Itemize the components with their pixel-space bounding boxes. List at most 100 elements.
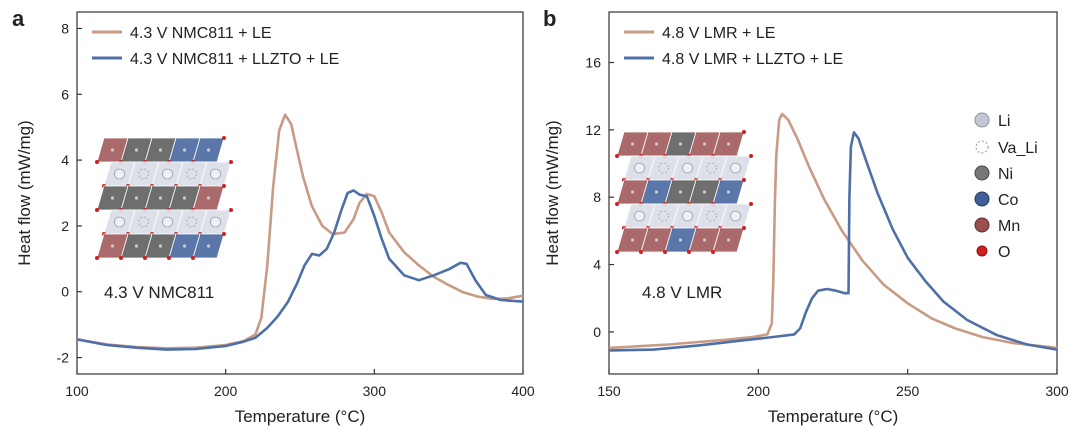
panel-a-xtick-label-0: 100 xyxy=(65,383,89,399)
tm-site xyxy=(726,142,731,146)
co-atom-icon xyxy=(974,191,990,207)
tm-site xyxy=(182,196,187,200)
panel-b-ylabel: Heat flow (mW/mg) xyxy=(543,120,562,265)
ni-atom-icon xyxy=(974,165,990,181)
tm-site xyxy=(678,142,683,146)
o-site xyxy=(742,226,746,230)
panel-a-ytick-label-1: 0 xyxy=(61,284,69,300)
li-site xyxy=(730,210,741,222)
panel-a-ylabel: Heat flow (mW/mg) xyxy=(15,120,34,265)
o-site xyxy=(639,250,643,254)
o-site xyxy=(222,136,226,140)
li-site xyxy=(682,210,693,222)
tm-site xyxy=(726,190,731,194)
li-site xyxy=(658,210,669,222)
panel-b-annotation: 4.8 V LMR xyxy=(642,283,722,302)
panel-a-xlabel: Temperature (°C) xyxy=(235,407,366,426)
legend-b-label-1: 4.8 V LMR + LE xyxy=(662,25,775,42)
tm-site xyxy=(702,190,707,194)
panel-b-frame xyxy=(608,11,1058,375)
tm-site xyxy=(134,244,139,248)
tm-site xyxy=(630,142,635,146)
o-site xyxy=(95,208,99,212)
li-site xyxy=(186,168,197,180)
li-site xyxy=(138,216,149,228)
o-atom-icon xyxy=(976,245,988,257)
panel-b-ytick-label-1: 4 xyxy=(593,257,601,273)
panel-label-a: a xyxy=(12,6,25,31)
li-site xyxy=(162,216,173,228)
o-site xyxy=(615,154,619,158)
o-site xyxy=(663,250,667,254)
tm-site xyxy=(654,142,659,146)
tm-site xyxy=(134,196,139,200)
o-site xyxy=(222,232,226,236)
li-site xyxy=(634,162,645,174)
panel-label-b: b xyxy=(543,6,556,31)
li-site xyxy=(114,168,125,180)
li-atom-icon xyxy=(974,112,990,128)
li-site xyxy=(730,162,741,174)
panel-b-xtick-label-0: 150 xyxy=(597,383,621,399)
o-site xyxy=(615,250,619,254)
panel-b-xtick-label-3: 300 xyxy=(1045,383,1069,399)
tm-site xyxy=(158,196,163,200)
li-site xyxy=(706,210,717,222)
li-site xyxy=(114,216,125,228)
o-site xyxy=(749,154,753,158)
tm-site xyxy=(206,196,211,200)
li-site xyxy=(162,168,173,180)
li-site xyxy=(658,162,669,174)
atom-legend-o: O xyxy=(998,244,1010,261)
atom-legend-ni: Ni xyxy=(998,166,1013,183)
tm-site xyxy=(206,148,211,152)
li-site xyxy=(634,210,645,222)
panel-a-ytick-label-2: 2 xyxy=(61,218,69,234)
tm-site xyxy=(110,244,115,248)
o-site xyxy=(615,202,619,206)
panel-b-ytick-label-0: 0 xyxy=(593,324,601,340)
panel-a-series-2-line xyxy=(76,189,524,351)
tm-site xyxy=(158,244,163,248)
o-site xyxy=(742,178,746,182)
crystal-structure-a xyxy=(95,136,233,260)
tm-site xyxy=(726,238,731,242)
crystal-structure-b xyxy=(615,130,753,254)
tm-site xyxy=(702,238,707,242)
tm-site xyxy=(182,148,187,152)
o-site xyxy=(167,256,171,260)
o-site xyxy=(191,256,195,260)
tm-site xyxy=(678,238,683,242)
panel-b-chart: 150 200 250 300 0 4 8 12 16 Temperature (°C) Hea… xyxy=(543,11,1069,426)
atom-legend-li: Li xyxy=(998,113,1010,130)
legend-a-label-1: 4.3 V NMC811 + LE xyxy=(130,25,272,42)
panel-a-xtick-label-2: 300 xyxy=(363,383,387,399)
li-site xyxy=(210,216,221,228)
o-site xyxy=(143,256,147,260)
o-site xyxy=(229,160,233,164)
o-site xyxy=(229,208,233,212)
tm-site xyxy=(182,244,187,248)
li-site xyxy=(138,168,149,180)
legend-b-label-2: 4.8 V LMR + LLZTO + LE xyxy=(662,51,843,68)
tm-site xyxy=(134,148,139,152)
panel-a-xtick-label-1: 200 xyxy=(214,383,238,399)
tm-site xyxy=(110,196,115,200)
atom-legend-co: Co xyxy=(998,192,1019,209)
o-site xyxy=(742,130,746,134)
panel-b-xtick-label-1: 200 xyxy=(747,383,771,399)
panel-a-ytick-label-3: 4 xyxy=(61,152,69,168)
o-site xyxy=(222,184,226,188)
tm-site xyxy=(630,238,635,242)
tm-site xyxy=(630,190,635,194)
legend-a-label-2: 4.3 V NMC811 + LLZTO + LE xyxy=(130,51,339,68)
tm-site xyxy=(654,190,659,194)
vacancy-icon xyxy=(975,140,989,154)
tm-site xyxy=(158,148,163,152)
panel-b-ytick-label-3: 12 xyxy=(585,122,601,138)
atom-legend: Li Va_Li Ni Co Mn O xyxy=(974,112,1038,261)
li-site xyxy=(706,162,717,174)
tm-site xyxy=(702,142,707,146)
li-site xyxy=(682,162,693,174)
tm-site xyxy=(678,190,683,194)
